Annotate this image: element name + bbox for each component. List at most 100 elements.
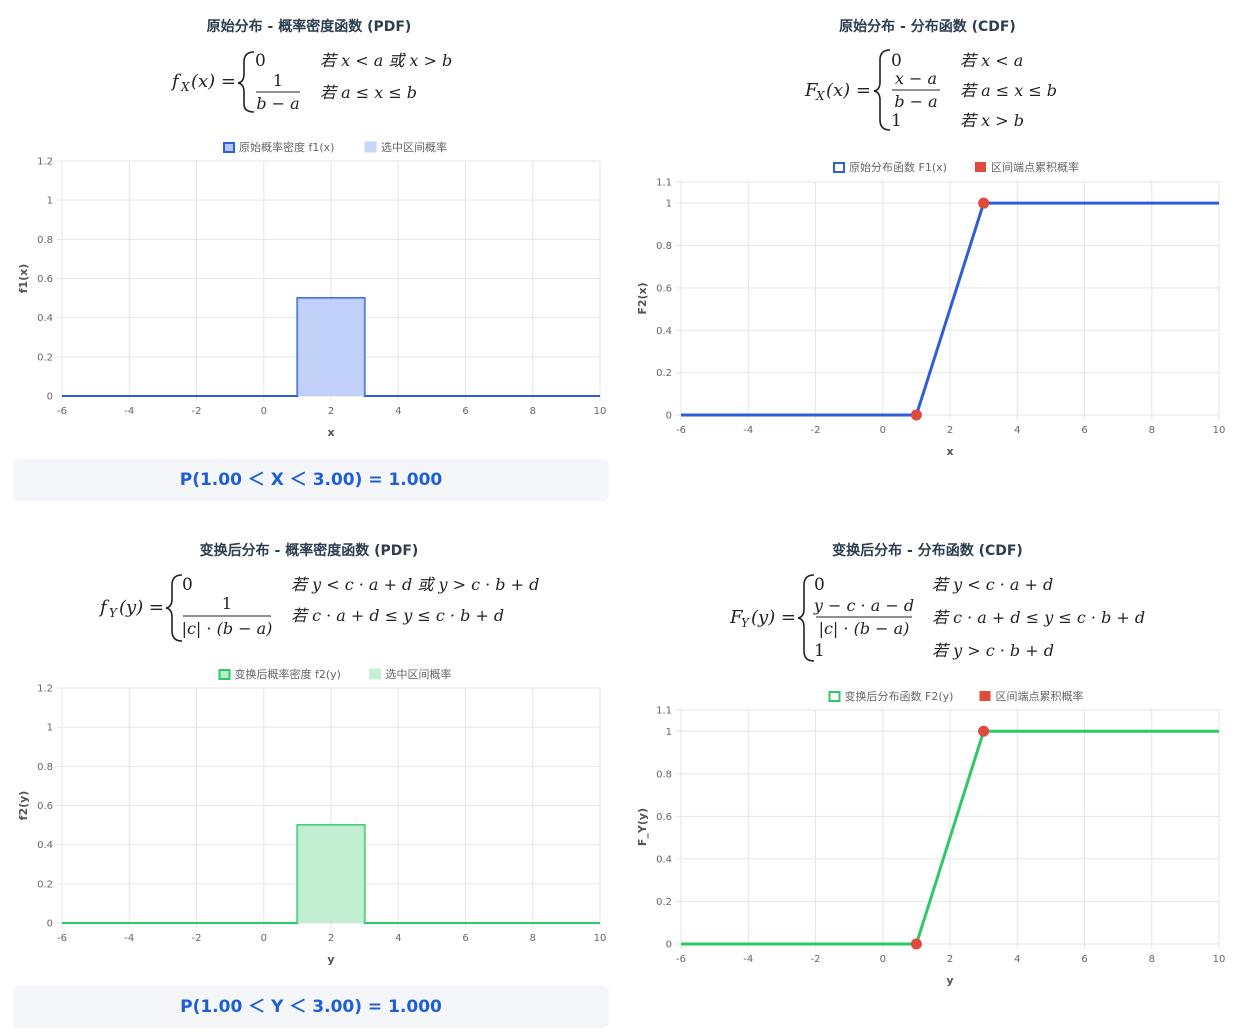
x-axis-title: y: [946, 974, 953, 987]
y-tick-label: 0.2: [656, 368, 672, 379]
cdf-formula: F X (x) = 0 若 x < a x − a b − a 若 a ≤ x …: [804, 49, 1057, 131]
y-axis-title: F2(x): [636, 282, 649, 314]
case3-condition: 若 y > c · b + d: [932, 641, 1054, 660]
selected-interval-area: [297, 298, 365, 396]
case3-condition: 若 x > b: [960, 111, 1024, 130]
x-tick-label: 4: [395, 406, 401, 417]
x-tick-label: 6: [1081, 954, 1087, 965]
x-tick-label: 0: [880, 954, 886, 965]
cdf-transformed-formula: F Y (y) = 0 若 y < c · a + d y − c · a − …: [729, 574, 1145, 662]
y-tick-label: 0.6: [656, 283, 672, 294]
x-tick-label: 8: [530, 933, 536, 944]
legend-label: 选中区间概率: [381, 140, 447, 154]
y-tick-label: 0.4: [656, 326, 672, 337]
case2-denominator: |c| · (b − a): [819, 619, 910, 638]
y-axis-title: f1(x): [17, 264, 30, 294]
legend-label: 区间端点累积概率: [996, 689, 1084, 703]
legend-label: 变换后概率密度 f2(y): [235, 667, 341, 681]
y-tick-label: 0: [666, 940, 672, 951]
x-tick-label: -4: [124, 406, 134, 417]
brace: [237, 51, 255, 113]
x-tick-label: 10: [1213, 425, 1226, 436]
case1-value: 0: [891, 51, 902, 71]
legend-label: 原始概率密度 f1(x): [239, 140, 334, 154]
x-tick-label: 6: [1081, 425, 1087, 436]
x-tick-label: 4: [1014, 954, 1020, 965]
brace: [873, 49, 891, 131]
case3-value: 1: [891, 111, 902, 131]
probability-result: P(1.00 ＜ X ＜ 3.00) = 1.000: [13, 459, 609, 501]
x-tick-label: 2: [947, 425, 953, 436]
endpoint-marker: [978, 725, 990, 737]
formula-lhs: F: [729, 607, 744, 628]
case1-condition: 若 y < c · a + d: [932, 575, 1053, 594]
case2-condition: 若 c · a + d ≤ y ≤ c · b + d: [291, 606, 504, 625]
cdf-original-chart: -6 -4 -2 0 2 4 6 8 10 0 0.2 0.4 0.6 0.8 1 1.1 x F2(x) 原始分布…: [636, 160, 1226, 458]
case1-value: 0: [182, 575, 193, 595]
legend-label: 原始分布函数 F1(x): [849, 160, 947, 174]
legend-swatch: [223, 142, 235, 153]
y-tick-label: 0: [47, 392, 53, 403]
y-tick-label: 0.6: [37, 274, 53, 285]
formula-lhs-sub: Y: [109, 606, 118, 620]
x-tick-label: 8: [530, 406, 536, 417]
legend-label: 变换后分布函数 F2(y): [845, 689, 954, 703]
x-axis-title: x: [946, 445, 953, 458]
case2-denominator: b − a: [256, 94, 299, 113]
case2-numerator: 1: [273, 71, 283, 90]
x-tick-label: -6: [57, 933, 67, 944]
case2-condition: 若 a ≤ x ≤ b: [320, 83, 417, 102]
x-tick-label: 8: [1149, 425, 1155, 436]
x-tick-label: -4: [743, 954, 753, 965]
y-tick-label: 1: [666, 727, 672, 738]
case1-value: 0: [814, 575, 825, 595]
x-tick-label: 8: [1149, 954, 1155, 965]
legend-swatch: [979, 691, 991, 701]
y-axis-title: f2(y): [17, 791, 30, 821]
y-tick-label: 0.2: [656, 897, 672, 908]
y-tick-label: 0.8: [656, 769, 672, 780]
y-tick-label: 0.8: [656, 241, 672, 252]
brace: [797, 574, 815, 662]
y-tick-label: 0: [666, 411, 672, 422]
x-tick-label: 10: [594, 933, 607, 944]
panel-cdf-original: 原始分布 - 分布函数 (CDF) F X (x) = 0 若 x < a x …: [618, 0, 1237, 520]
y-tick-label: 0.2: [37, 352, 53, 363]
panel-cdf-transformed: 变换后分布 - 分布函数 (CDF) F Y (y) = 0 若 y < c ·…: [618, 527, 1237, 1034]
x-tick-label: 10: [1213, 954, 1226, 965]
y-tick-label: 1: [47, 723, 53, 734]
legend-swatch: [975, 162, 986, 172]
case2-numerator: x − a: [895, 69, 937, 88]
legend-swatch: [833, 162, 845, 173]
formula-lhs-arg: (y) =: [119, 597, 164, 618]
x-tick-label: -4: [124, 933, 134, 944]
x-tick-label: 10: [594, 406, 607, 417]
case1-value: 0: [255, 51, 266, 71]
pdf-formula: f X (x) = 0 若 x < a 或 x > b 1 b − a 若 a …: [170, 51, 452, 113]
legend-label: 选中区间概率: [386, 667, 452, 681]
x-tick-label: 4: [395, 933, 401, 944]
panel-title: 变换后分布 - 概率密度函数 (PDF): [199, 543, 419, 559]
selected-interval-area: [297, 825, 365, 923]
endpoint-marker: [910, 409, 922, 421]
x-tick-label: -2: [192, 406, 202, 417]
cdf-transformed-chart: -6 -4 -2 0 2 4 6 8 10 0 0.2 0.4 0.6 0.8 1 1.1 y F_Y(y) 变换后…: [636, 689, 1226, 987]
case1-condition: 若 x < a: [960, 51, 1023, 70]
case2-numerator: y − c · a − d: [813, 596, 914, 615]
panel-pdf-transformed: 变换后分布 - 概率密度函数 (PDF) f Y (y) = 0 若 y < c…: [0, 527, 618, 1034]
endpoint-marker: [910, 938, 922, 950]
y-axis-title: F_Y(y): [636, 808, 649, 846]
formula-lhs-sub: X: [180, 80, 190, 94]
y-tick-label: 0.2: [37, 879, 53, 890]
x-axis-title: x: [327, 426, 334, 439]
formula-lhs: F: [804, 80, 819, 101]
x-tick-label: -2: [811, 954, 821, 965]
x-tick-label: -6: [676, 954, 686, 965]
x-tick-label: -2: [192, 933, 202, 944]
y-tick-label: 0: [47, 919, 53, 930]
panel-title: 原始分布 - 概率密度函数 (PDF): [206, 19, 412, 35]
y-tick-label: 0.8: [37, 762, 53, 773]
x-tick-label: -6: [57, 406, 67, 417]
pdf-transformed-chart: -6 -4 -2 0 2 4 6 8 10 0 0.2 0.4 0.6 0.8 1 1.2 y f2(y) 变换后概…: [17, 667, 607, 966]
y-tick-label: 0.6: [37, 801, 53, 812]
